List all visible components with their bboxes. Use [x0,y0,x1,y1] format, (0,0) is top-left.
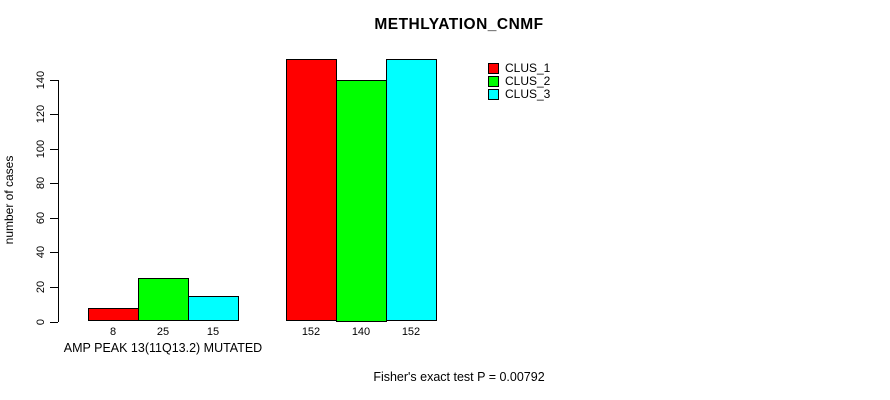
legend-label: CLUS_2 [505,74,551,88]
x-axis-group-label: AMP PEAK 13(11Q13.2) MUTATED [63,341,263,355]
y-tick-mark [50,252,58,254]
legend: CLUS_1 CLUS_2 CLUS_3 [488,62,550,101]
y-tick-mark [50,79,58,81]
bar-clus_2-group1 [138,278,189,322]
y-tick-label: 0 [35,318,47,325]
y-tick-label: 140 [35,70,47,89]
legend-item-clus_3: CLUS_3 [488,88,550,101]
y-tick-mark [50,321,58,323]
y-tick-mark [50,286,58,288]
y-axis-label: number of cases [2,155,16,245]
bar-value-label: 140 [351,326,371,338]
y-tick-mark [50,217,58,219]
bar-clus_2-group2 [336,79,387,322]
y-tick-label: 60 [35,211,47,224]
bar-clus_3-group1 [188,295,239,322]
bar-clus_1-group1 [88,307,139,322]
legend-item-clus_2: CLUS_2 [488,75,550,88]
y-tick-label: 20 [35,280,47,294]
fisher-test-caption: Fisher's exact test P = 0.00792 [373,370,545,384]
y-tick-label: 120 [35,104,47,124]
y-tick-mark [50,114,58,116]
legend-label: CLUS_1 [505,61,551,75]
legend-label: CLUS_3 [505,87,551,101]
y-tick-label: 100 [35,139,47,158]
y-tick-mark [50,183,58,185]
y-tick-label: 80 [35,177,47,190]
bar-clus_1-group2 [286,58,337,322]
bar-value-label: 15 [206,326,220,338]
y-tick-label: 40 [35,246,47,259]
legend-swatch-icon [488,63,499,74]
y-tick-mark [50,148,58,150]
bar-value-label: 8 [109,326,117,338]
y-axis-line [58,79,59,322]
chart-title: METHLYATION_CNMF [374,16,544,33]
legend-swatch-icon [488,89,499,100]
bar-value-label: 25 [156,326,170,338]
bar-clus_3-group2 [386,58,437,322]
legend-swatch-icon [488,76,499,87]
bar-value-label: 152 [301,326,321,338]
bar-value-label: 152 [401,326,421,338]
legend-item-clus_1: CLUS_1 [488,62,550,75]
